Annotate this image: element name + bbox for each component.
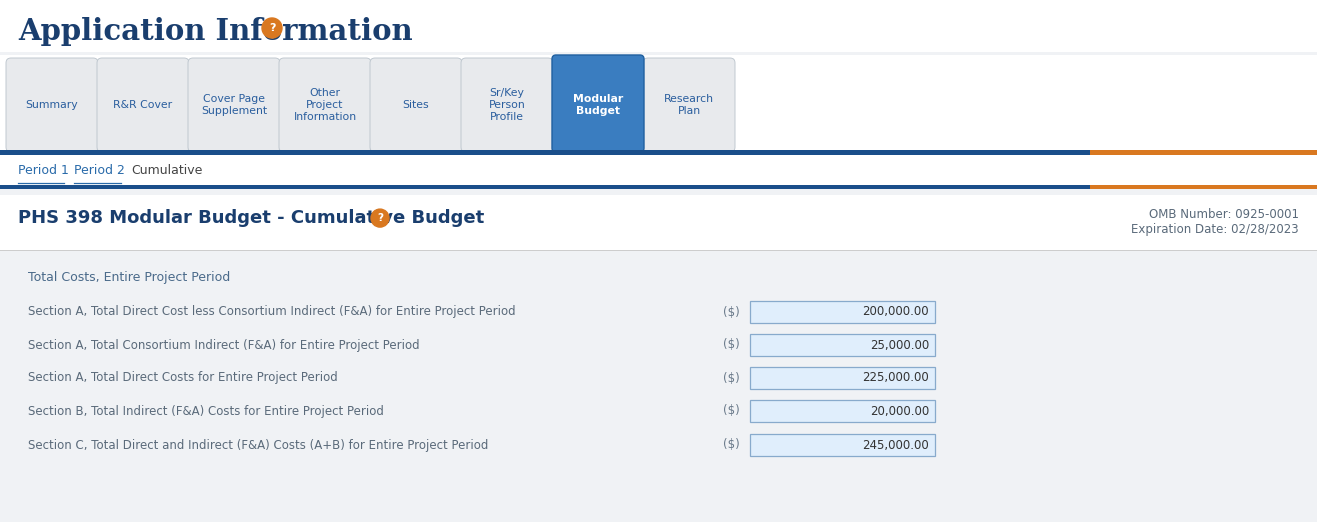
FancyBboxPatch shape [643,58,735,152]
Text: Cumulative: Cumulative [130,163,203,176]
Text: ?: ? [269,23,275,33]
Bar [1090,150,1317,155]
Text: Section A, Total Direct Costs for Entire Project Period: Section A, Total Direct Costs for Entire… [28,372,337,385]
Text: Section C, Total Direct and Indirect (F&A) Costs (A+B) for Entire Project Period: Section C, Total Direct and Indirect (F&… [28,438,489,452]
Text: 200,000.00: 200,000.00 [863,305,928,318]
Text: Section B, Total Indirect (F&A) Costs for Entire Project Period: Section B, Total Indirect (F&A) Costs fo… [28,405,383,418]
Text: Application Information: Application Information [18,18,412,46]
Text: ($): ($) [723,438,740,452]
Bar [749,301,935,305]
Text: ($): ($) [723,372,740,385]
Bar [0,195,1317,250]
Bar [554,147,641,152]
Text: Sr/Key
Person
Profile: Sr/Key Person Profile [489,88,525,122]
Text: 245,000.00: 245,000.00 [863,438,928,452]
Circle shape [262,18,282,38]
Text: Section A, Total Consortium Indirect (F&A) for Entire Project Period: Section A, Total Consortium Indirect (F&… [28,338,420,351]
Bar [0,55,1317,150]
FancyBboxPatch shape [749,367,935,389]
Text: PHS 398 Modular Budget - Cumulative Budget: PHS 398 Modular Budget - Cumulative Budg… [18,209,485,227]
FancyBboxPatch shape [749,334,935,356]
Text: OMB Number: 0925-0001: OMB Number: 0925-0001 [1148,208,1299,221]
Bar [749,434,935,438]
Bar [0,150,1090,155]
FancyBboxPatch shape [749,434,935,456]
Bar [749,334,935,338]
Text: ($): ($) [723,338,740,351]
Text: Total Costs, Entire Project Period: Total Costs, Entire Project Period [28,271,230,284]
Text: ($): ($) [723,305,740,318]
Text: ($): ($) [723,405,740,418]
Text: Expiration Date: 02/28/2023: Expiration Date: 02/28/2023 [1131,222,1299,235]
Text: Cover Page
Supplement: Cover Page Supplement [202,94,267,116]
Text: Section A, Total Direct Cost less Consortium Indirect (F&A) for Entire Project P: Section A, Total Direct Cost less Consor… [28,305,516,318]
Bar [0,155,1317,185]
FancyBboxPatch shape [7,58,97,152]
Text: Research
Plan: Research Plan [664,94,714,116]
Text: 25,000.00: 25,000.00 [869,338,928,351]
Text: 20,000.00: 20,000.00 [869,405,928,418]
Text: ?: ? [377,213,383,223]
Bar [0,185,1090,189]
Text: Summary: Summary [26,100,78,110]
FancyBboxPatch shape [552,55,644,152]
Bar [1090,185,1317,189]
Text: Period 2: Period 2 [74,163,125,176]
Text: R&R Cover: R&R Cover [113,100,173,110]
Text: Sites: Sites [403,100,429,110]
FancyBboxPatch shape [370,58,462,152]
FancyBboxPatch shape [279,58,371,152]
Bar [0,0,1317,52]
Bar [749,367,935,371]
Text: Period 1: Period 1 [18,163,68,176]
Text: Modular
Budget: Modular Budget [573,94,623,116]
Bar [749,400,935,404]
FancyBboxPatch shape [97,58,190,152]
FancyBboxPatch shape [461,58,553,152]
FancyBboxPatch shape [749,301,935,323]
Circle shape [371,209,389,227]
Text: 225,000.00: 225,000.00 [863,372,928,385]
Text: Other
Project
Information: Other Project Information [294,88,357,122]
FancyBboxPatch shape [749,400,935,422]
FancyBboxPatch shape [188,58,281,152]
Bar [0,189,1317,522]
